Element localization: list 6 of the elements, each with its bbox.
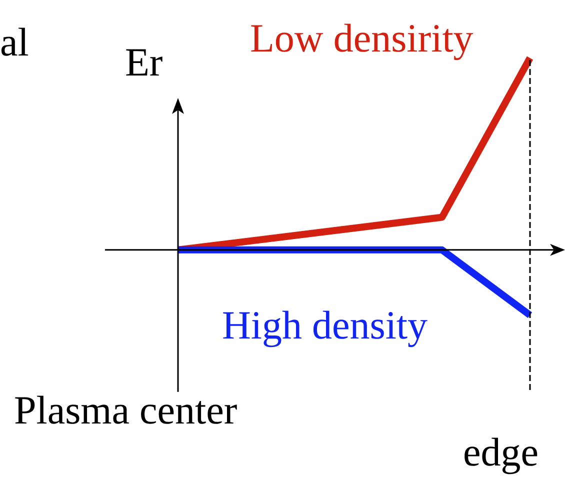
text: al	[0, 20, 29, 64]
series-label: Low densirity	[250, 16, 474, 60]
text: Plasma center	[14, 388, 238, 432]
y-axis-title: Er	[125, 40, 163, 84]
text: edge	[463, 430, 539, 474]
series-label: High density	[222, 302, 428, 348]
